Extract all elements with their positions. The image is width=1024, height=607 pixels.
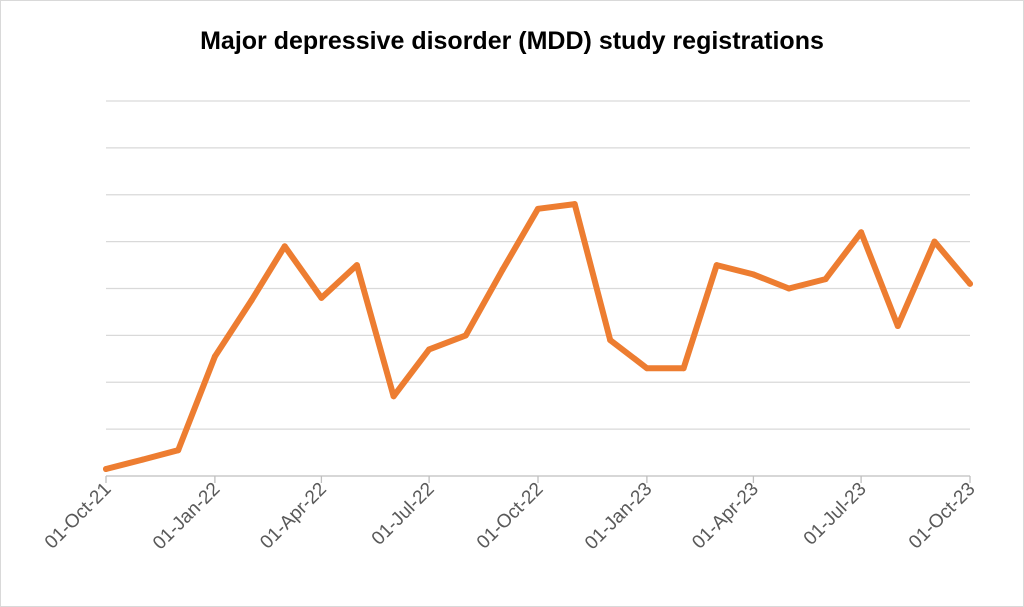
- data-point: [390, 393, 397, 400]
- x-tick-label: 01-Apr-22: [256, 479, 331, 554]
- data-point: [248, 297, 255, 304]
- data-point: [318, 294, 325, 301]
- x-tick-marks: [105, 476, 971, 483]
- data-point: [894, 323, 901, 329]
- data-point: [607, 337, 614, 344]
- data-point: [499, 266, 506, 273]
- data-point: [175, 447, 182, 454]
- x-tick-label: 01-Oct-21: [41, 479, 116, 554]
- x-tick-labels: 01-Oct-21 01-Jan-22 01-Apr-22 01-Jul-22 01-O…: [41, 479, 980, 554]
- data-point: [680, 365, 687, 372]
- x-tick-label: 01-Jan-22: [149, 479, 224, 554]
- data-point: [281, 243, 288, 250]
- data-point: [211, 353, 218, 360]
- data-point: [535, 205, 541, 212]
- data-point: [822, 276, 829, 283]
- data-point: [858, 229, 865, 236]
- data-point: [713, 262, 720, 269]
- x-tick-label: 01-Oct-22: [473, 479, 548, 554]
- data-point: [571, 201, 578, 208]
- chart-title: Major depressive disorder (MDD) study re…: [200, 27, 824, 55]
- data-point: [785, 285, 792, 292]
- data-point: [462, 332, 469, 339]
- data-point: [426, 346, 433, 353]
- data-point: [139, 456, 146, 463]
- x-tick-label: 01-Jan-23: [581, 479, 656, 554]
- x-tick-label: 01-Jul-22: [368, 479, 439, 550]
- data-point: [103, 465, 109, 472]
- data-point: [931, 238, 938, 245]
- gridlines: [106, 100, 970, 430]
- x-tick-label: 01-Apr-23: [688, 479, 763, 554]
- data-point: [353, 262, 360, 269]
- data-point: [750, 271, 757, 278]
- data-point: [643, 365, 650, 372]
- x-tick-label: 01-Oct-23: [905, 479, 980, 554]
- data-point: [967, 280, 973, 287]
- series-group: [103, 201, 973, 472]
- x-tick-label: 01-Jul-23: [800, 479, 871, 550]
